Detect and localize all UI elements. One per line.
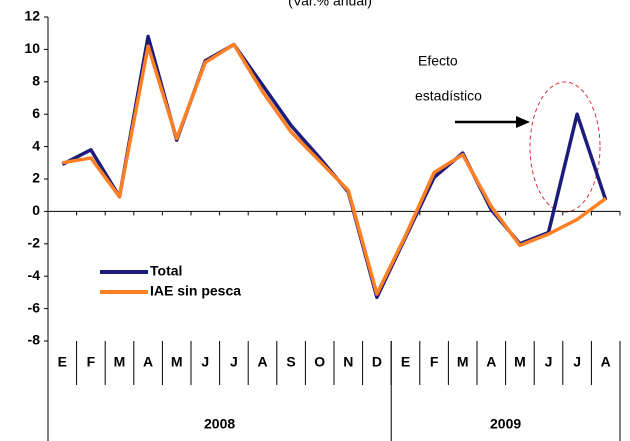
y-tick-label: 4: [32, 137, 40, 153]
series-line: [62, 42, 607, 296]
y-tick-label: -4: [28, 267, 41, 283]
x-tick-label: E: [401, 354, 410, 370]
y-tick-label: 8: [32, 73, 40, 89]
highlight-ellipse: [529, 81, 601, 213]
legend-label: Total: [150, 263, 182, 279]
x-tick-label: J: [545, 354, 553, 370]
x-tick-label: E: [58, 354, 67, 370]
arrow-head: [516, 116, 530, 128]
x-tick-label: J: [573, 354, 581, 370]
x-tick-label: M: [457, 354, 469, 370]
x-tick-label: F: [430, 354, 439, 370]
x-tick-label: M: [514, 354, 526, 370]
x-tick-label: O: [314, 354, 325, 370]
y-tick-label: -2: [28, 235, 41, 251]
x-tick-label: F: [87, 354, 96, 370]
y-tick-label: 0: [32, 202, 40, 218]
x-tick-label: A: [486, 354, 496, 370]
year-label: 2009: [490, 416, 521, 432]
y-tick-label: 10: [24, 40, 40, 56]
y-tick-label: 12: [24, 8, 40, 24]
y-tick-label: 2: [32, 170, 40, 186]
x-tick-label: N: [343, 354, 353, 370]
y-tick-label: 6: [32, 105, 40, 121]
legend-label: IAE sin pesca: [150, 283, 241, 299]
annotation: estadístico: [415, 88, 482, 104]
x-tick-label: A: [143, 354, 153, 370]
annotation: Efecto: [418, 53, 458, 69]
x-tick-label: J: [201, 354, 209, 370]
chart-title: (Var.% anual): [288, 0, 372, 9]
x-tick-label: J: [230, 354, 238, 370]
x-tick-label: S: [286, 354, 295, 370]
x-tick-label: M: [114, 354, 126, 370]
y-tick-label: -6: [28, 299, 41, 315]
x-tick-label: M: [171, 354, 183, 370]
x-tick-label: A: [601, 354, 611, 370]
year-label: 2008: [204, 416, 235, 432]
x-tick-label: A: [257, 354, 267, 370]
y-tick-label: -8: [28, 332, 41, 348]
x-tick-label: D: [372, 354, 382, 370]
